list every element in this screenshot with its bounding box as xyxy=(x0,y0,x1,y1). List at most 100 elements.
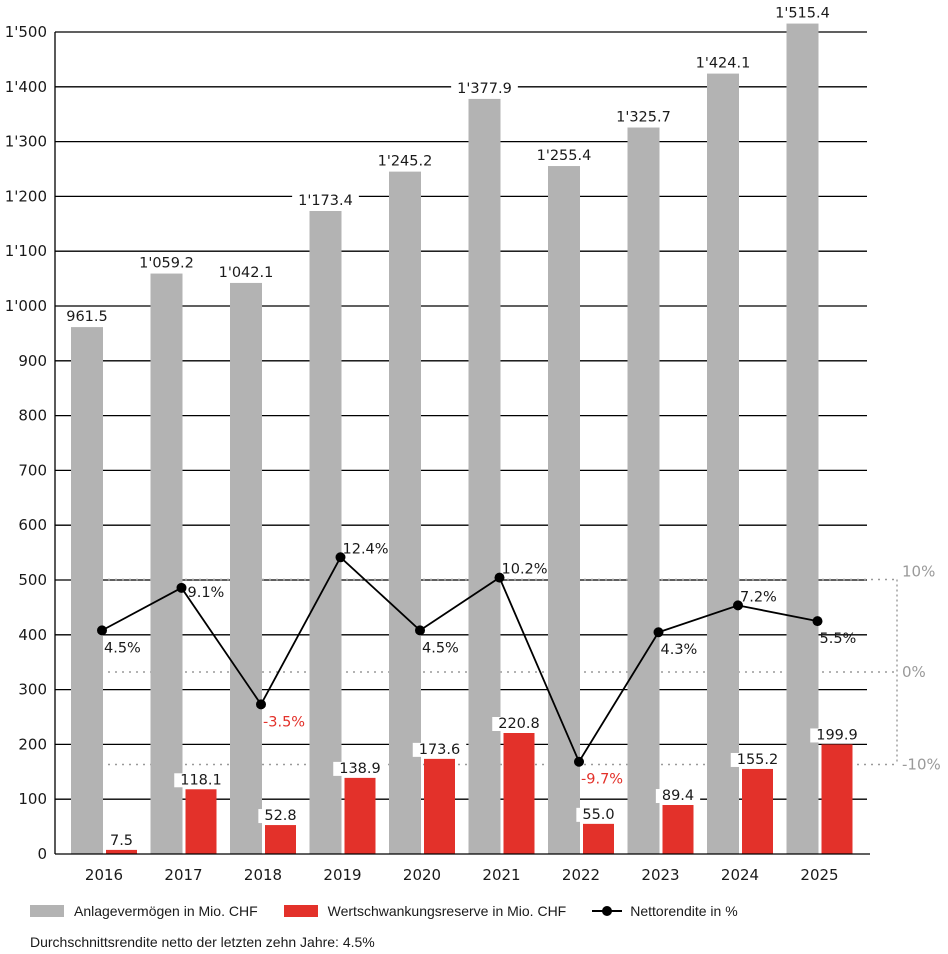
bar-value-label: 89.4 xyxy=(662,788,694,804)
bar-wertschwankungsreserve xyxy=(662,805,694,854)
bar-anlagevermoegen xyxy=(389,171,421,855)
bar-value-label: 1'515.4 xyxy=(775,6,830,22)
label-background xyxy=(610,110,677,125)
legend: Anlagevermögen in Mio. CHF Wertschwankun… xyxy=(30,903,764,919)
bar-value-label: 118.1 xyxy=(180,772,222,788)
bar-value-label: 961.5 xyxy=(66,309,108,325)
x-tick-label: 2022 xyxy=(562,866,600,884)
line-point xyxy=(415,625,425,636)
axes: 0 100 200 300 400 500 600 700 800 900 1'000 1'100 1'… xyxy=(5,23,941,884)
legend-item-anlagevermoegen: Anlagevermögen in Mio. CHF xyxy=(30,903,258,919)
line-point xyxy=(494,572,505,583)
bar-wertschwankungsreserve xyxy=(185,789,217,854)
line-point xyxy=(97,625,107,636)
bar-value-label: 1'424.1 xyxy=(696,56,751,72)
y-tick-label: 700 xyxy=(18,461,47,479)
x-tick-label: 2018 xyxy=(244,866,282,884)
line-value-label: 5.5% xyxy=(820,631,857,647)
bar-value-label: 7.5 xyxy=(110,833,133,849)
label-background xyxy=(412,742,467,757)
data-labels: 961.5 7.5 1'059.2 118.1 1'042.1 52.8 1'173.4 13… xyxy=(60,6,864,849)
footnote: Durchschnittsrendite netto der letzten z… xyxy=(30,934,375,950)
legend-item-wertschwankungsreserve: Wertschwankungsreserve in Mio. CHF xyxy=(283,903,567,919)
bar-anlagevermoegen xyxy=(150,273,183,854)
label-background xyxy=(655,789,701,804)
bar-anlagevermoegen xyxy=(548,166,580,855)
line-value-label: 12.4% xyxy=(343,541,389,557)
line-point xyxy=(653,627,664,638)
y-tick-label: 1'500 xyxy=(5,23,47,41)
line-point xyxy=(733,600,743,611)
x-tick-label: 2023 xyxy=(641,866,679,884)
y-tick-label: 1'400 xyxy=(5,78,47,96)
label-background xyxy=(689,56,757,71)
y-tick-label: 1'100 xyxy=(5,242,47,260)
y-tick-label: 1'000 xyxy=(5,297,47,315)
bar-value-label: 1'377.9 xyxy=(457,81,512,97)
y-tick-label: 200 xyxy=(18,735,47,753)
wertschwankungsreserve-bars xyxy=(106,733,853,854)
y-tick-label: 800 xyxy=(18,407,47,425)
bar-value-label: 220.8 xyxy=(498,716,540,732)
secondary-tick-label: 10% xyxy=(902,563,935,581)
label-background xyxy=(576,807,621,822)
red-swatch-icon xyxy=(283,905,318,917)
line-value-label: 10.2% xyxy=(502,562,548,578)
bar-value-label: 1'173.4 xyxy=(298,193,353,209)
label-background xyxy=(492,717,546,732)
line-point xyxy=(176,582,187,593)
bar-wertschwankungsreserve xyxy=(424,758,455,854)
line-value-label: -9.7% xyxy=(581,772,623,788)
bar-value-label: 199.9 xyxy=(816,727,858,743)
line-value-label: 4.5% xyxy=(104,640,141,656)
line-value-label: 7.2% xyxy=(740,589,777,605)
line-point xyxy=(574,756,584,767)
bar-value-label: 155.2 xyxy=(737,752,779,768)
nettorendite-line: 4.5% 9.1% -3.5% 12.4% 4.5% 10.2% -9.7% 4.3% 7.2%… xyxy=(97,541,857,788)
anlagevermoegen-bars xyxy=(71,23,819,855)
legend-item-nettorendite: Nettorendite in % xyxy=(592,903,738,919)
bar-anlagevermoegen xyxy=(71,327,103,854)
bar-value-label: 138.9 xyxy=(339,761,381,777)
label-background xyxy=(730,752,785,767)
y-tick-label: 600 xyxy=(18,516,47,534)
bar-wertschwankungsreserve xyxy=(265,825,296,854)
y-tick-label: 400 xyxy=(18,626,47,644)
bar-wertschwankungsreserve xyxy=(742,768,773,854)
bar-wertschwankungsreserve xyxy=(344,777,376,854)
line-value-label: 4.3% xyxy=(661,642,698,658)
label-background xyxy=(371,154,439,169)
bar-anlagevermoegen xyxy=(230,282,262,854)
y-tick-label: 100 xyxy=(18,790,47,808)
line-value-label: -3.5% xyxy=(263,714,305,730)
legend-label: Wertschwankungsreserve in Mio. CHF xyxy=(327,903,567,919)
label-background xyxy=(60,310,114,325)
label-background xyxy=(769,6,836,21)
secondary-tick-label: 0% xyxy=(902,663,926,681)
label-background xyxy=(451,81,518,96)
bar-value-label: 1'042.1 xyxy=(219,265,274,281)
nettorendite-polyline xyxy=(101,555,818,764)
bar-value-label: 173.6 xyxy=(419,742,461,758)
line-value-label: 4.5% xyxy=(422,640,459,656)
line-point xyxy=(812,616,823,627)
bar-anlagevermoegen xyxy=(707,73,739,854)
line-value-label: 9.1% xyxy=(188,585,225,601)
bar-wertschwankungsreserve xyxy=(503,733,535,854)
label-background xyxy=(258,809,303,824)
bar-anlagevermoegen xyxy=(627,127,660,854)
bar-anlagevermoegen xyxy=(468,98,501,855)
bar-anlagevermoegen xyxy=(309,210,342,854)
y-tick-label: 900 xyxy=(18,352,47,370)
label-background xyxy=(333,761,387,776)
x-tick-label: 2021 xyxy=(482,866,520,884)
y-tick-label: 1'200 xyxy=(5,187,47,205)
secondary-grid-lines xyxy=(101,578,898,766)
x-tick-label: 2016 xyxy=(85,866,123,884)
x-tick-label: 2024 xyxy=(721,866,759,884)
y-tick-label: 1'300 xyxy=(5,133,47,151)
label-background xyxy=(133,256,200,271)
legend-label: Anlagevermögen in Mio. CHF xyxy=(74,903,258,919)
bar-wertschwankungsreserve xyxy=(583,823,614,854)
x-tick-label: 2020 xyxy=(403,866,441,884)
